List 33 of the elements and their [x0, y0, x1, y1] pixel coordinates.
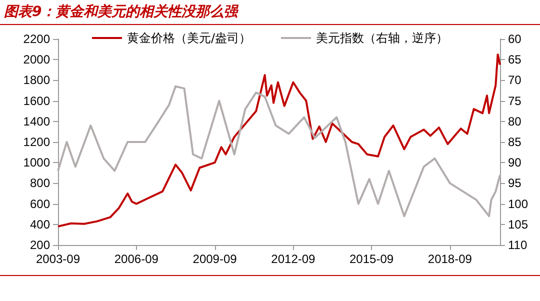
line-series	[57, 85, 501, 218]
y2-tick-label: 70	[508, 73, 522, 88]
y2-tick-label: 85	[508, 135, 522, 149]
y2-tick-label: 60	[508, 32, 522, 46]
y-tick-label: 200	[30, 238, 50, 252]
y-tick-label: 2000	[23, 52, 50, 67]
y2-tick-label: 65	[508, 52, 522, 67]
y-tick-label: 1000	[23, 156, 50, 170]
y2-tick-label: 90	[508, 156, 522, 170]
x-tick-label: 2009-09	[192, 252, 238, 266]
legend-label: 黄金价格（美元/盎司）	[126, 31, 252, 45]
y2-tick-label: 105	[508, 217, 528, 232]
y-tick-label: 1600	[23, 94, 50, 108]
y2-tick-label: 80	[508, 114, 522, 128]
y-tick-label: 600	[30, 196, 50, 211]
y-tick-label: 400	[30, 217, 50, 232]
x-tick-label: 2012-09	[271, 252, 316, 266]
y2-tick-label: 75	[508, 94, 522, 108]
x-tick-label: 2003-09	[36, 252, 80, 266]
y-tick-label: 800	[30, 176, 50, 190]
y-tick-label: 2200	[23, 32, 50, 46]
legend-label: 美元指数（右轴，逆序）	[316, 31, 448, 45]
y2-tick-label: 100	[508, 196, 528, 211]
y-tick-label: 1400	[23, 114, 50, 128]
y-tick-label: 1200	[23, 135, 50, 149]
y-tick-label: 1800	[23, 73, 50, 88]
y2-tick-label: 110	[508, 238, 528, 252]
chart-title: 图表9：黄金和美元的相关性没那么强	[0, 0, 540, 25]
y2-tick-label: 95	[508, 176, 522, 190]
x-tick-label: 2015-09	[350, 252, 394, 266]
x-tick-label: 2006-09	[114, 252, 159, 266]
line-series	[57, 53, 501, 228]
x-tick-label: 2018-09	[428, 252, 472, 266]
